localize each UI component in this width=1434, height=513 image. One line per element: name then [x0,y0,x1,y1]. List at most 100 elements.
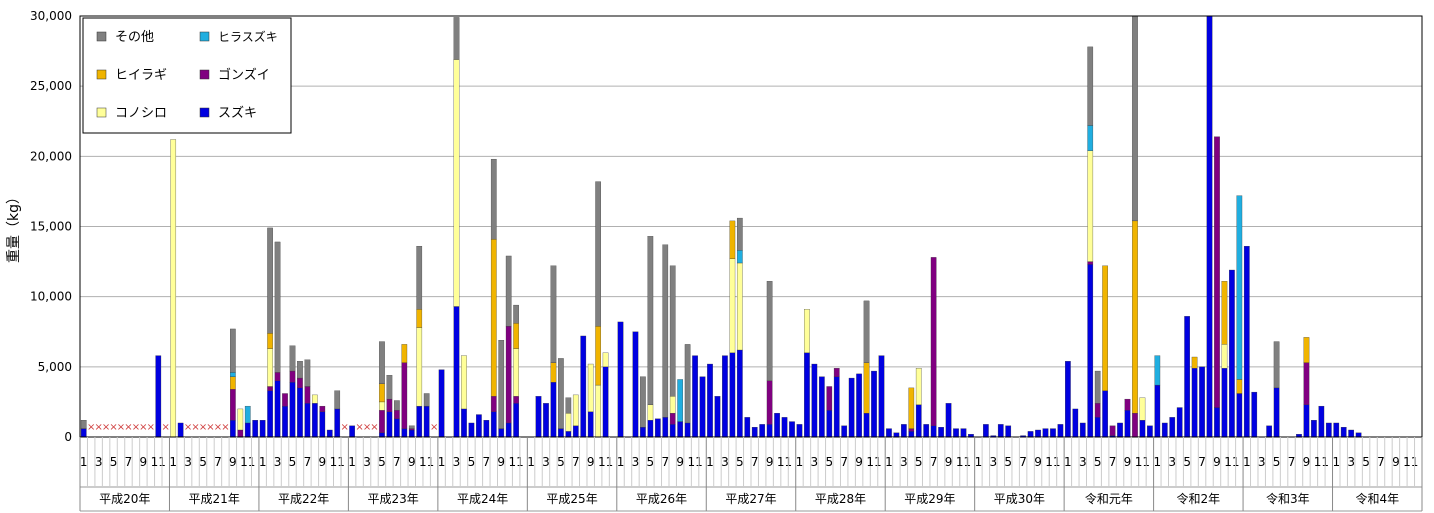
bar-segment [244,422,251,438]
x-month-label: 11 [1403,455,1418,469]
bar-segment [379,341,385,384]
bar-segment [289,370,296,383]
legend-label: その他 [115,30,154,45]
bar-segment [811,363,818,438]
bar-segment [923,424,930,438]
bar-segment [714,396,721,438]
bar-segment [1132,15,1138,222]
x-month-label: 11 [419,455,434,469]
bar-segment [237,408,244,431]
bar-segment [915,368,922,405]
bar-segment [513,323,519,349]
bar-segment [692,355,698,438]
x-month-label: 5 [378,455,386,469]
bar-segment [1325,422,1332,438]
bar-segment [244,405,251,424]
y-tick-label: 20,000 [30,149,72,163]
x-month-label: 1 [1064,455,1072,469]
x-month-label: 9 [140,455,148,469]
x-month-label: 7 [572,455,580,469]
bar-segment [490,238,497,397]
x-year-label: 平成25年 [546,492,597,506]
bar-segment [297,377,303,389]
zero-marker: × [147,422,155,433]
bar-segment [640,427,646,438]
bar-segment [334,408,341,438]
bar-segment [1154,355,1161,386]
bar-segment [1072,408,1079,438]
bar-segment [848,377,855,438]
bar-segment [267,348,273,387]
x-month-label: 3 [811,455,819,469]
bar-segment [669,396,676,414]
bar-segment [572,425,579,438]
x-month-label: 11 [1314,455,1329,469]
bar-segment [856,373,862,438]
bar-segment [177,422,184,438]
x-month-label: 1 [885,455,893,469]
x-year-label: 平成20年 [99,492,150,506]
bar-segment [833,368,840,377]
bar-segment [319,405,326,412]
bar-segment [565,412,572,432]
bar-segment [580,335,587,438]
bar-segment [1087,150,1094,262]
zero-marker: × [87,422,95,433]
bar-segment [259,420,266,438]
bar-segment [490,411,497,438]
bar-segment [1176,407,1183,438]
bar-segment [1139,397,1146,421]
bar-segment [833,376,840,438]
x-month-label: 1 [1332,455,1340,469]
bar-segment [945,403,952,438]
bar-segment [416,245,423,310]
x-month-label: 5 [289,455,297,469]
legend-label: ヒラスズキ [218,29,278,44]
bar-segment [766,380,773,425]
zero-marker: × [117,422,125,433]
legend-box [82,17,292,134]
bar-segment [1035,429,1041,438]
bar-segment [632,331,639,438]
bar-segment [901,424,907,438]
x-month-label: 7 [483,455,491,469]
bar-segment [1184,316,1190,438]
x-month-label: 9 [766,455,774,469]
bar-segment [535,396,542,438]
bar-segment [826,386,833,411]
bar-segment [1229,269,1235,438]
bar-segment [572,394,579,426]
bar-segment [1266,425,1272,438]
bar-segment [438,369,445,438]
bar-segment [1094,370,1101,404]
x-month-label: 11 [509,455,524,469]
zero-marker: × [132,422,140,433]
bar-segment [490,158,497,240]
bars-layer [79,15,1423,438]
legend-label: ゴンズイ [218,67,270,83]
bar-segment [707,363,713,438]
bar-segment [565,431,572,438]
x-year-label: 平成24年 [457,492,508,506]
y-axis-title: 重量（kg） [6,190,22,263]
y-tick-label: 0 [64,430,72,444]
x-month-label: 1 [796,455,804,469]
bar-segment [453,59,460,307]
bar-segment [1109,425,1116,436]
bar-segment [513,403,519,438]
bar-segment [498,428,505,438]
x-year-label: 平成21年 [189,492,240,506]
zero-marker: × [162,422,170,433]
bar-segment [1057,424,1064,438]
bar-segment [297,361,303,379]
bar-segment [408,428,415,431]
bar-segment [1236,393,1243,438]
legend-swatch [96,107,107,118]
bar-segment [953,428,959,438]
y-tick-label: 15,000 [30,220,72,234]
bar-segment [587,411,594,438]
x-month-label: 5 [1273,455,1281,469]
x-month-label: 9 [945,455,953,469]
x-month-label: 3 [632,455,640,469]
legend-swatch [199,107,210,118]
